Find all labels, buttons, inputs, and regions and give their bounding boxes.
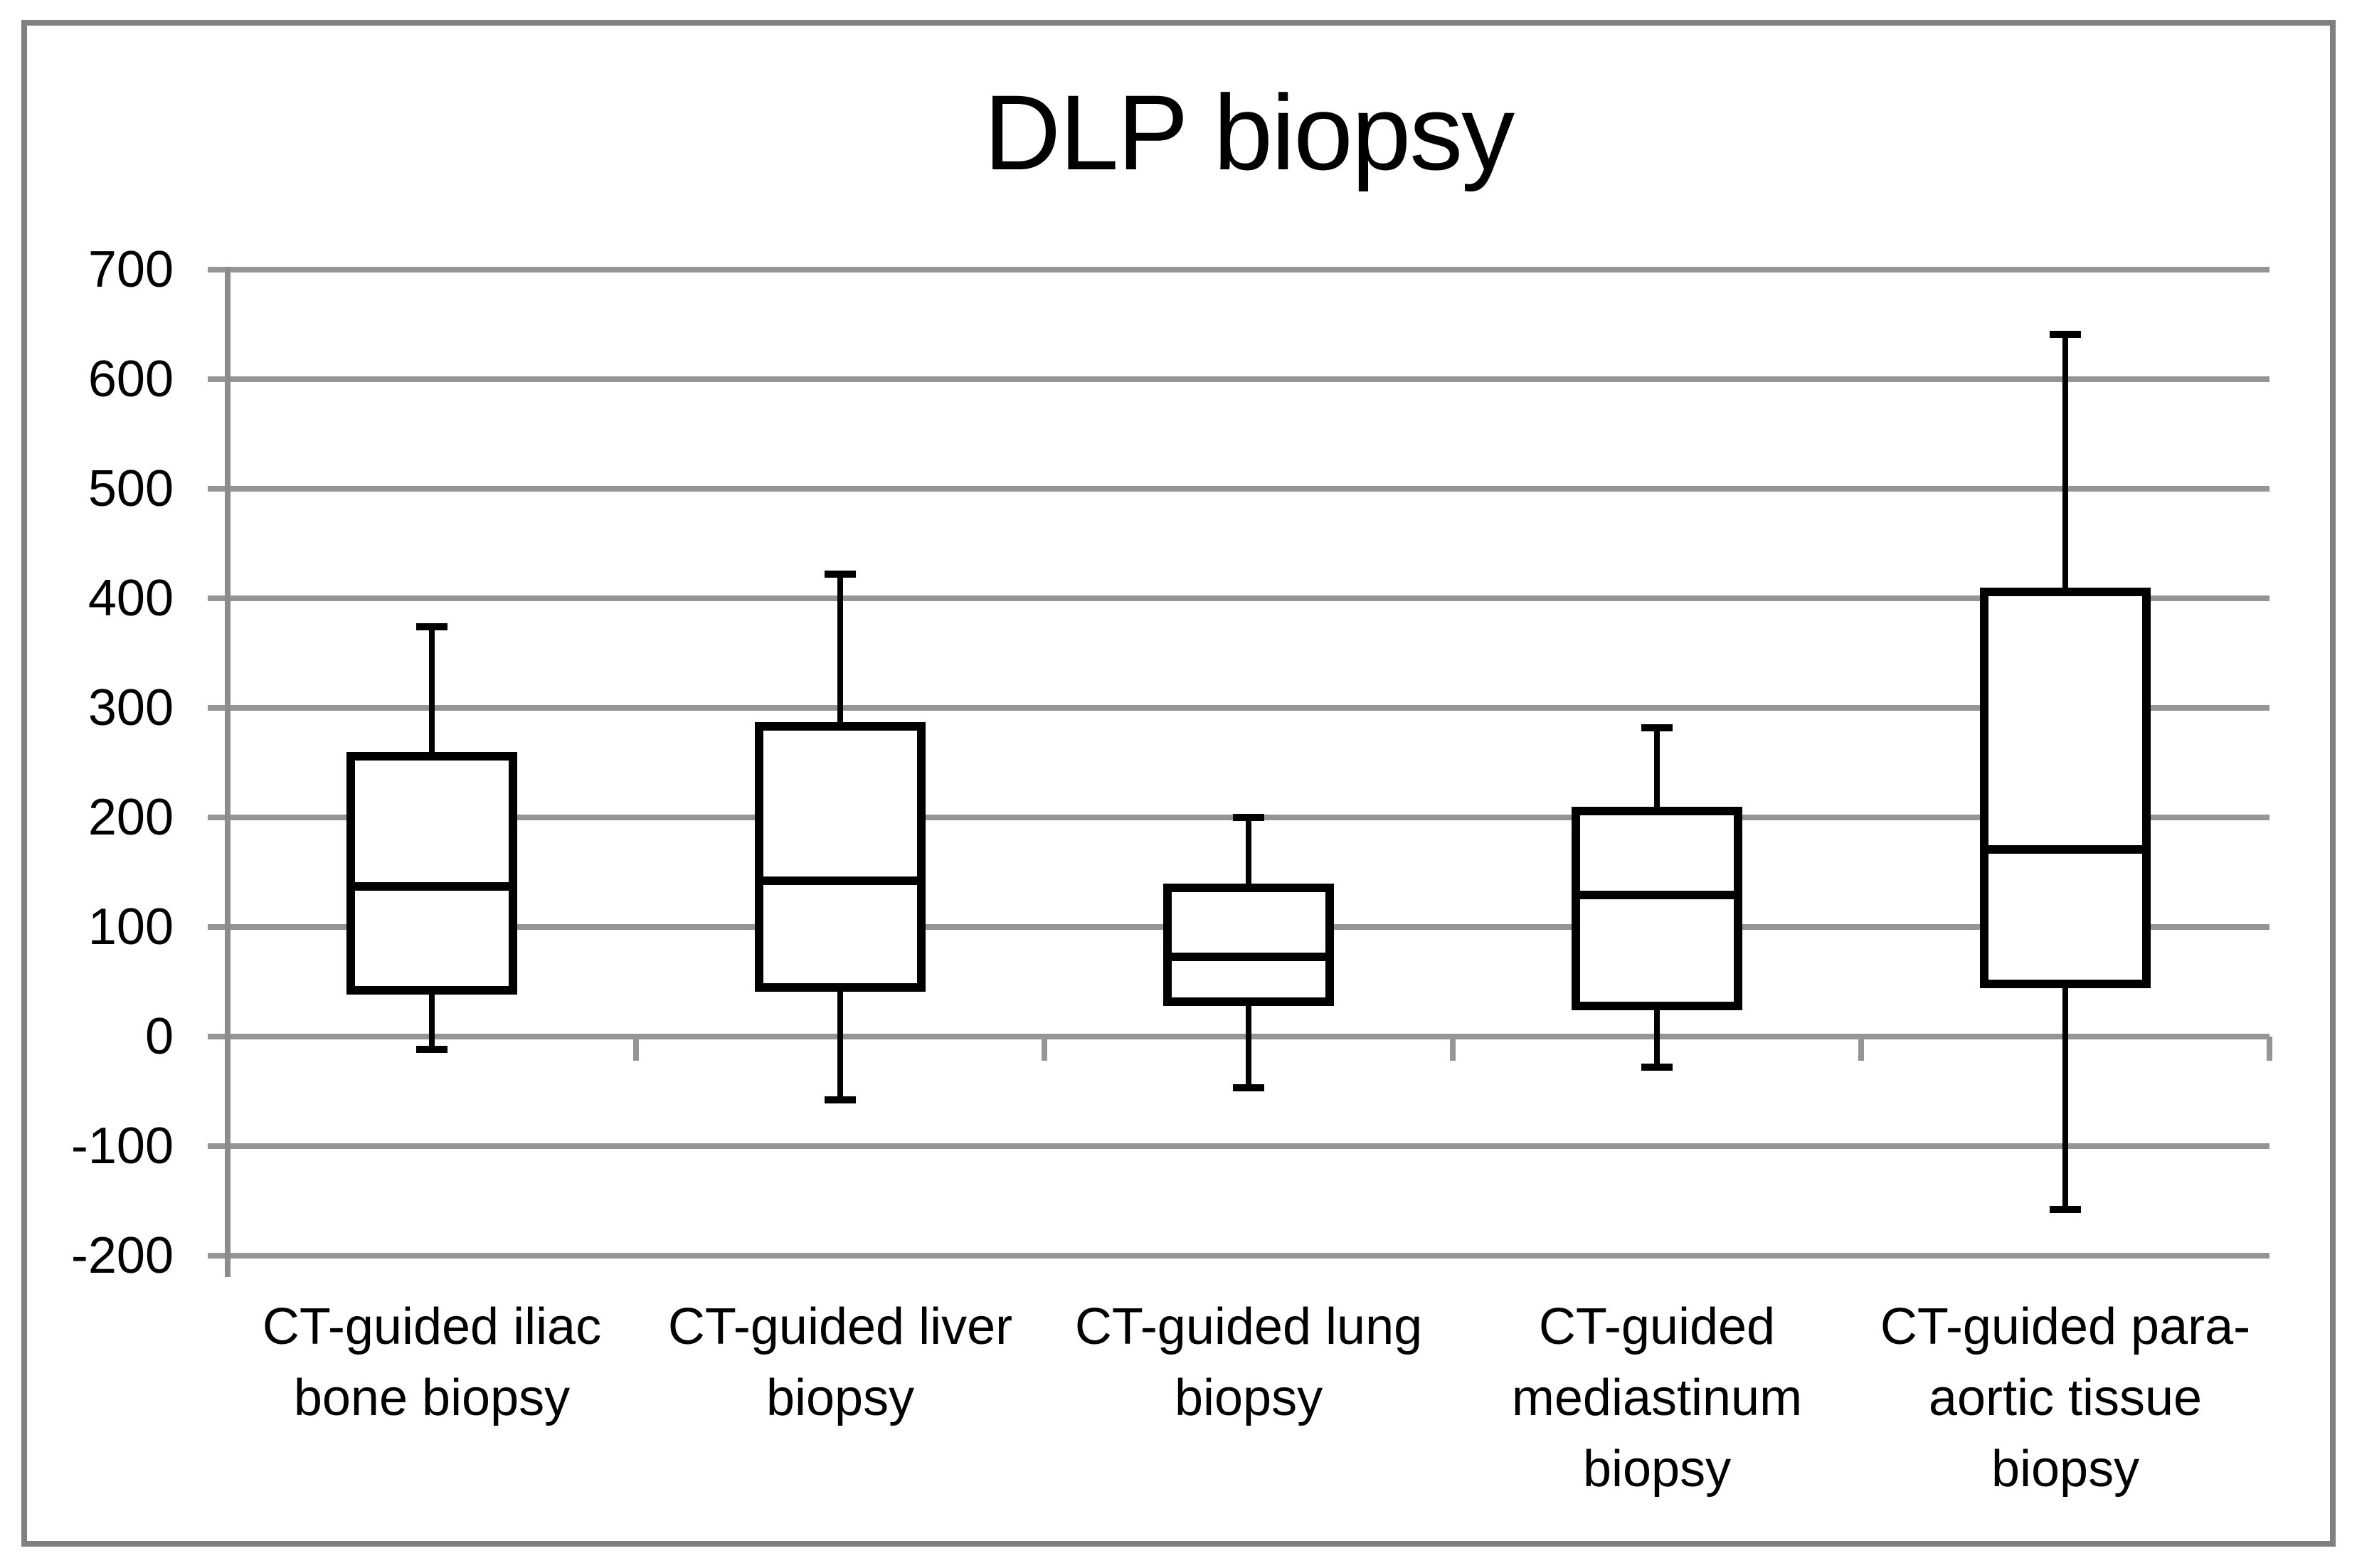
gridline-0 (208, 1034, 2269, 1039)
series-4-median-line (1579, 891, 1735, 900)
series-1-lower-whisker (429, 990, 435, 1050)
series-2-median-line (762, 876, 918, 886)
series-1-box (346, 751, 517, 995)
y-tick-label-700: 700 (88, 241, 174, 298)
x-axis-category-tick-3 (1450, 1037, 1456, 1061)
category-label-line: mediastinum (1511, 1370, 1803, 1426)
series-2-upper-whisker-cap (825, 571, 856, 578)
category-label-line: biopsy (766, 1370, 915, 1426)
y-tick-label-200: 200 (88, 789, 174, 846)
y-tick-label-500: 500 (88, 460, 174, 517)
series-3-upper-whisker (1246, 817, 1251, 888)
category-label-line: biopsy (1174, 1370, 1323, 1426)
series-3-box (1163, 883, 1334, 1006)
category-label-line: biopsy (1582, 1441, 1732, 1498)
chart-title: DLP biopsy (983, 73, 1515, 192)
gridline-300 (208, 705, 2269, 711)
category-label-1: CT-guided iliac bone biopsy (228, 1291, 636, 1434)
series-4-upper-whisker-cap (1641, 724, 1673, 731)
category-label-line: CT-guided lung (1074, 1298, 1423, 1355)
series-5-lower-whisker (2062, 984, 2068, 1210)
category-label-4: CT-guided mediastinum biopsy (1453, 1291, 1861, 1505)
category-label-line: CT-guided iliac (262, 1298, 602, 1355)
series-3-lower-whisker (1246, 1001, 1251, 1088)
category-label-3: CT-guided lung biopsy (1044, 1291, 1453, 1434)
y-tick-label--200: -200 (70, 1227, 174, 1284)
category-label-line: CT-guided liver (667, 1298, 1013, 1355)
category-label-5: CT-guided para-aortic tissue biopsy (1861, 1291, 2269, 1505)
x-axis-category-tick-2 (1042, 1037, 1047, 1061)
category-label-line: aortic tissue (1928, 1370, 2203, 1426)
series-3-lower-whisker-cap (1233, 1084, 1264, 1092)
category-label-2: CT-guided liver biopsy (636, 1291, 1044, 1434)
category-label-line: biopsy (1991, 1441, 2140, 1498)
series-5-median-line (1987, 844, 2144, 854)
series-2-box (755, 722, 926, 992)
series-1-lower-whisker-cap (416, 1046, 447, 1054)
series-1-upper-whisker-cap (416, 623, 447, 631)
chart-outer-frame (21, 20, 2336, 1547)
series-5-upper-whisker (2062, 334, 2068, 592)
gridline--100 (208, 1143, 2269, 1149)
gridline-600 (208, 376, 2269, 382)
gridline-500 (208, 486, 2269, 492)
gridline--200 (208, 1253, 2269, 1259)
series-2-lower-whisker-cap (825, 1096, 856, 1104)
y-axis-line (225, 267, 231, 1277)
category-label-line: CT-guided (1538, 1298, 1776, 1355)
series-1-upper-whisker (429, 627, 435, 756)
series-4-lower-whisker (1654, 1005, 1660, 1068)
y-tick-label-0: 0 (144, 1008, 174, 1065)
gridline-400 (208, 595, 2269, 601)
y-tick-label-600: 600 (88, 351, 174, 408)
y-tick-label-100: 100 (88, 899, 174, 955)
y-tick-label--100: -100 (70, 1118, 174, 1175)
series-1-median-line (354, 882, 510, 891)
series-5-upper-whisker-cap (2050, 330, 2081, 338)
series-4-lower-whisker-cap (1641, 1064, 1673, 1071)
y-tick-label-400: 400 (88, 570, 174, 627)
series-4-box (1572, 806, 1742, 1010)
series-5-lower-whisker-cap (2050, 1206, 2081, 1214)
series-3-upper-whisker-cap (1233, 814, 1264, 821)
series-4-upper-whisker (1654, 727, 1660, 811)
gridline-700 (208, 267, 2269, 272)
series-2-lower-whisker (837, 987, 843, 1101)
series-5-box (1980, 587, 2151, 989)
category-label-line: bone biopsy (293, 1370, 571, 1426)
y-tick-label-300: 300 (88, 679, 174, 736)
x-axis-category-tick-4 (1858, 1037, 1864, 1061)
x-axis-category-tick-1 (633, 1037, 639, 1061)
series-2-upper-whisker (837, 574, 843, 727)
x-axis-category-tick-5 (2267, 1037, 2272, 1061)
series-3-median-line (1170, 952, 1327, 961)
category-label-line: CT-guided para- (1880, 1298, 2251, 1355)
